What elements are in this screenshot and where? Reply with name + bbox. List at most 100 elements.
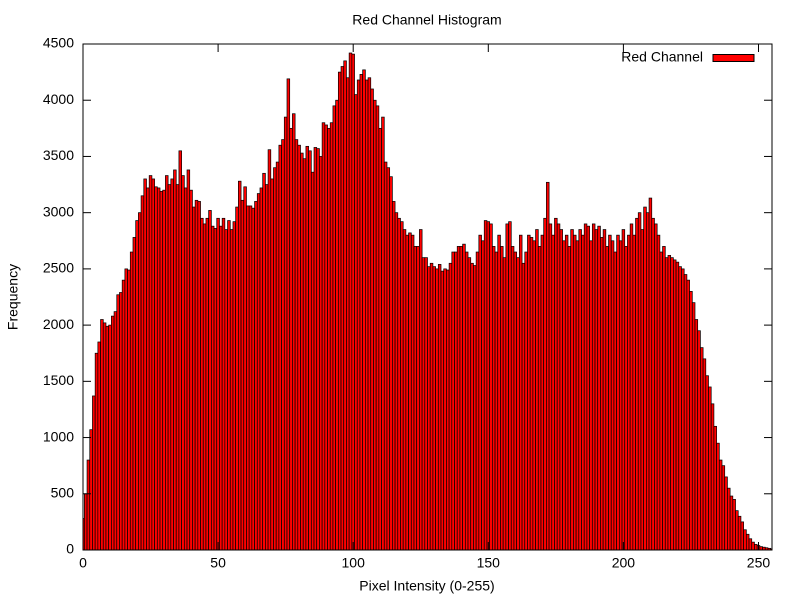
bar	[84, 493, 88, 550]
bar	[481, 240, 485, 550]
bar	[294, 139, 299, 550]
bar	[143, 178, 147, 550]
bar	[656, 234, 661, 550]
bar	[278, 144, 282, 550]
bar	[170, 178, 174, 550]
bar	[348, 52, 353, 550]
bar	[292, 113, 296, 550]
bar	[546, 181, 550, 550]
bar	[708, 386, 712, 550]
bar	[392, 201, 396, 550]
bar	[229, 229, 234, 550]
bar	[405, 234, 409, 550]
bar	[105, 325, 110, 550]
bar	[667, 255, 672, 550]
bar	[662, 246, 666, 550]
bar	[421, 257, 426, 550]
bar	[246, 205, 250, 550]
y-tick-label: 1500	[43, 372, 74, 388]
bar	[275, 161, 280, 550]
bar	[624, 246, 628, 550]
bar	[516, 257, 520, 550]
bar	[586, 225, 590, 550]
bar	[270, 178, 274, 550]
bar	[716, 442, 720, 550]
bar	[729, 495, 734, 550]
bar	[678, 266, 682, 550]
bar	[705, 375, 709, 550]
bar	[578, 229, 582, 550]
bar	[127, 269, 131, 550]
bar	[235, 206, 239, 550]
bar	[681, 268, 685, 550]
bar	[238, 180, 242, 550]
bar	[651, 217, 655, 550]
bar	[408, 232, 412, 550]
bar	[192, 206, 196, 550]
bar	[443, 268, 447, 550]
bar	[610, 240, 615, 550]
bar	[113, 311, 118, 550]
bar	[670, 257, 674, 550]
bar	[675, 261, 680, 550]
bar	[591, 223, 596, 550]
bar	[302, 158, 307, 550]
bar	[335, 99, 339, 550]
bar	[643, 206, 647, 550]
bar	[551, 234, 555, 550]
bar	[167, 184, 172, 550]
bar	[210, 225, 215, 550]
x-tick-label: 250	[747, 555, 771, 571]
bar	[483, 220, 488, 550]
y-tick-label: 1000	[43, 428, 74, 444]
bar	[713, 425, 717, 550]
bar	[89, 429, 93, 550]
bar	[429, 262, 434, 550]
x-tick-label: 0	[79, 555, 87, 571]
bar	[410, 234, 415, 550]
bar	[616, 234, 620, 550]
bar	[416, 246, 420, 550]
bar	[589, 240, 593, 550]
bar	[497, 234, 501, 550]
bar	[467, 257, 472, 550]
bar	[321, 122, 326, 550]
bar	[600, 237, 604, 550]
bar	[540, 234, 545, 550]
bar	[635, 217, 639, 550]
bar	[740, 521, 744, 550]
bar	[564, 234, 569, 550]
bar	[648, 197, 653, 550]
bar	[554, 217, 558, 550]
bar	[570, 229, 574, 550]
bar	[691, 302, 696, 550]
bar	[724, 476, 728, 550]
bar	[737, 515, 742, 550]
bar	[451, 251, 455, 550]
bar	[173, 169, 177, 550]
bar	[202, 223, 207, 550]
bar	[240, 199, 245, 550]
bar	[454, 251, 458, 550]
bar	[265, 184, 269, 550]
bar	[362, 69, 366, 550]
bar	[478, 234, 482, 550]
bar	[159, 190, 164, 550]
bar	[462, 243, 466, 550]
legend-label: Red Channel	[621, 49, 703, 65]
bar	[694, 319, 699, 550]
bar	[386, 167, 391, 550]
bar	[367, 77, 372, 550]
bar	[637, 212, 642, 550]
bar	[121, 279, 126, 550]
bar	[262, 172, 266, 550]
bar	[567, 246, 572, 550]
bar	[524, 251, 528, 550]
bar	[232, 221, 237, 550]
bar	[754, 544, 758, 550]
bar	[375, 105, 380, 550]
bar	[310, 171, 315, 550]
bar	[205, 217, 209, 550]
bar	[659, 251, 663, 550]
bar	[102, 322, 107, 550]
